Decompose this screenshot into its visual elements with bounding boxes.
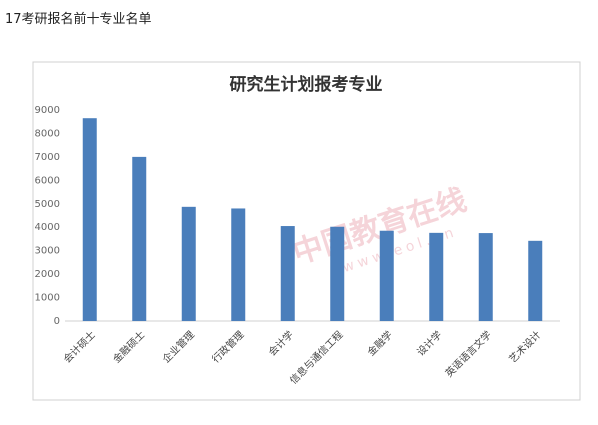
y-tick-label: 6000: [35, 175, 60, 186]
chart-title: 研究生计划报考专业: [230, 74, 383, 95]
bar: [181, 206, 196, 321]
y-tick-label: 2000: [35, 269, 60, 280]
y-tick-label: 3000: [35, 246, 60, 257]
y-tick-label: 5000: [35, 199, 60, 210]
y-tick-label: 8000: [35, 128, 60, 139]
x-tick-label: 金融学: [365, 328, 395, 358]
bar: [82, 118, 97, 321]
x-tick-label: 设计学: [414, 328, 444, 358]
bar: [528, 240, 543, 321]
y-tick-label: 1000: [35, 293, 60, 304]
bar: [132, 156, 147, 321]
x-tick-label: 会计学: [266, 328, 296, 358]
x-tick-label: 艺术设计: [506, 328, 543, 365]
bar: [429, 232, 444, 321]
y-tick-label: 7000: [35, 152, 60, 163]
y-tick-label: 9000: [35, 105, 60, 116]
x-tick-label: 信息与通信工程: [287, 328, 346, 387]
y-tick-label: 4000: [35, 222, 60, 233]
bar: [280, 226, 295, 321]
bar: [231, 208, 246, 321]
chart-frame: [32, 61, 581, 401]
x-tick-label: 会计硕士: [61, 328, 98, 365]
x-tick-label: 金融硕士: [110, 328, 147, 365]
page-title: 17考研报名前十专业名单: [5, 12, 152, 27]
bar: [379, 230, 394, 321]
x-tick-label: 英语语言文学: [442, 328, 494, 380]
x-tick-label: 企业管理: [160, 328, 197, 365]
x-tick-label: 行政管理: [209, 328, 246, 365]
bar: [478, 233, 493, 321]
bar: [330, 226, 345, 321]
y-tick-label: 0: [54, 316, 60, 327]
